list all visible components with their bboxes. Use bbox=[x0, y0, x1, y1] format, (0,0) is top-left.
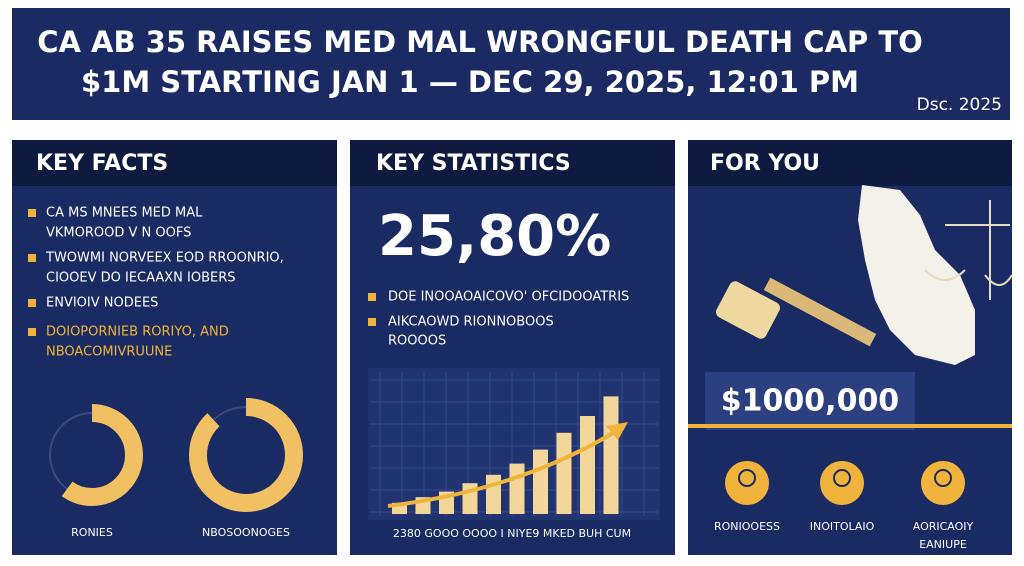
bullet-marker bbox=[368, 318, 376, 326]
bullet-text: VKMOROOD V N OOFS bbox=[46, 226, 191, 241]
bullet-text: CA MS MNEES MED MAL bbox=[46, 206, 203, 221]
icon-label: EANIUPE bbox=[919, 538, 967, 551]
bullet-marker bbox=[28, 209, 36, 217]
amount-box bbox=[705, 372, 915, 430]
california-map bbox=[858, 185, 975, 365]
trend-bar bbox=[556, 432, 572, 514]
trend-arrow bbox=[387, 428, 620, 508]
icon-figure bbox=[738, 469, 756, 487]
trend-arrowhead bbox=[606, 422, 628, 440]
scales-icon bbox=[924, 200, 1013, 300]
icon bbox=[921, 461, 965, 505]
bullet-marker bbox=[28, 328, 36, 336]
bullet-marker bbox=[28, 299, 36, 307]
icon-figure bbox=[934, 469, 952, 487]
panel-title: KEY STATISTICS bbox=[376, 151, 571, 176]
trend-bar bbox=[603, 396, 619, 514]
amount: $1000,000 bbox=[721, 384, 899, 419]
trend-bar bbox=[392, 502, 407, 514]
trend-bar bbox=[580, 416, 595, 514]
bullet-text: TWOWMI NORVEEX EOD RROONRIO, bbox=[45, 251, 284, 266]
donut-arc bbox=[189, 398, 303, 512]
icon-label: AORICAOIY bbox=[913, 520, 974, 533]
bullet-text: NBOACOMIVRUUNE bbox=[46, 345, 172, 360]
header-title: $1M STARTING JAN 1 — DEC 29, 2025, 12:01… bbox=[81, 65, 859, 99]
bullet-text: DOE INOOAOAICOVO' OFCIDOOATRIS bbox=[388, 290, 629, 305]
icon-label: RONIOOESS bbox=[714, 520, 780, 533]
key-figure: 25,80% bbox=[378, 204, 611, 269]
icon bbox=[820, 461, 864, 505]
header-title: CA AB 35 RAISES MED MAL WRONGFUL DEATH C… bbox=[37, 25, 923, 59]
header-date: Dsc. 2025 bbox=[917, 95, 1002, 115]
bullet-marker bbox=[28, 254, 36, 262]
trend-bar bbox=[509, 463, 525, 514]
bullet-text: DOIOPORNIEB RORIYO, AND bbox=[46, 325, 229, 340]
gavel-icon bbox=[716, 277, 877, 347]
panel-title: FOR YOU bbox=[710, 151, 820, 176]
header-bg bbox=[12, 8, 1010, 120]
donut-label: RONIES bbox=[71, 526, 113, 539]
donut-arc bbox=[41, 404, 143, 506]
icon-figure bbox=[833, 469, 851, 487]
donut-label: NBOSOONOGES bbox=[202, 526, 290, 539]
bullet-text: ENVIOIV NODEES bbox=[46, 296, 158, 311]
trend-bar bbox=[533, 449, 548, 514]
bullet-text: ROOOOS bbox=[388, 334, 446, 349]
icon bbox=[725, 461, 769, 505]
bullet-text: AIKCAOWD RIONNOBOOS bbox=[388, 315, 554, 330]
bullet-marker bbox=[368, 293, 376, 301]
panel-title: KEY FACTS bbox=[36, 151, 168, 176]
icon-label: INOITOLAIO bbox=[810, 520, 875, 533]
bullet-text: CIOOEV DO IECAAXN IOBERS bbox=[46, 271, 236, 286]
chart-caption: 2380 GOOO OOOO I NIYE9 MKED BUH CUM bbox=[393, 527, 631, 540]
trend-bar bbox=[486, 474, 501, 514]
